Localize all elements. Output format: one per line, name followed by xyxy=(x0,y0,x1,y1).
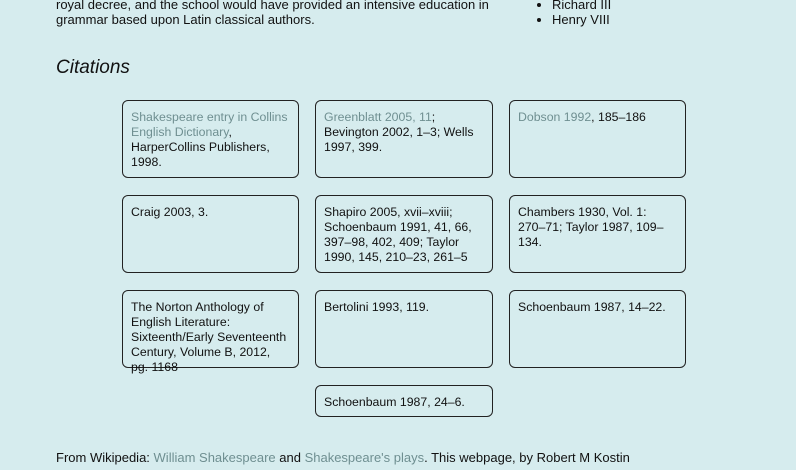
citation-text: The Norton Anthology of English Literatu… xyxy=(131,300,287,374)
citation-card: Schoenbaum 1987, 14–22. xyxy=(509,290,686,368)
citation-card: Dobson 1992, 185–186 xyxy=(509,100,686,178)
citation-card: Bertolini 1993, 119. xyxy=(315,290,493,368)
list-item: Henry VIII xyxy=(552,12,611,27)
citation-text: ; Bevington 2002, 1–3; Wells 1997, 399. xyxy=(324,110,474,154)
citation-link[interactable]: Shakespeare entry in Collins English Dic… xyxy=(131,110,288,139)
footer-attribution: From Wikipedia: William Shakespeare and … xyxy=(56,450,630,465)
citation-card: Chambers 1930, Vol. 1: 270–71; Taylor 19… xyxy=(509,195,686,273)
citation-card: Craig 2003, 3. xyxy=(122,195,299,273)
citations-heading: Citations xyxy=(56,57,130,78)
shakespeares-plays-link[interactable]: Shakespeare's plays xyxy=(304,450,425,465)
citation-text: Schoenbaum 1987, 24–6. xyxy=(324,395,465,409)
citation-card: Shapiro 2005, xvii–xviii; Schoenbaum 199… xyxy=(315,195,493,273)
citation-text: , 185–186 xyxy=(591,110,646,124)
citation-card: Schoenbaum 1987, 24–6. xyxy=(315,385,493,417)
citation-text: Craig 2003, 3. xyxy=(131,205,209,219)
citation-link[interactable]: Greenblatt 2005, 11 xyxy=(324,110,432,124)
citation-text: , HarperCollins Publishers, 1998. xyxy=(131,125,270,169)
footer-suffix: . This webpage, by Robert M Kostin xyxy=(424,450,630,465)
intro-line-2: grammar based upon Latin classical autho… xyxy=(56,12,315,27)
citations-grid: Shakespeare entry in Collins English Dic… xyxy=(122,100,686,417)
king-list: Richard III Henry VIII xyxy=(534,0,611,27)
list-item: Richard III xyxy=(552,0,611,12)
citation-card: The Norton Anthology of English Literatu… xyxy=(122,290,299,374)
william-shakespeare-link[interactable]: William Shakespeare xyxy=(153,450,276,465)
citation-text: Bertolini 1993, 119. xyxy=(324,300,430,314)
citation-card: Greenblatt 2005, 11; Bevington 2002, 1–3… xyxy=(315,100,493,178)
citation-link[interactable]: Dobson 1992 xyxy=(518,110,592,124)
citation-text: Shapiro 2005, xvii–xviii; Schoenbaum 199… xyxy=(324,205,472,264)
citation-card: Shakespeare entry in Collins English Dic… xyxy=(122,100,299,178)
footer-middle: and xyxy=(275,450,305,465)
citation-text: Schoenbaum 1987, 14–22. xyxy=(518,300,666,314)
footer-prefix: From Wikipedia: xyxy=(56,450,154,465)
intro-line-1: royal decree, and the school would have … xyxy=(56,0,489,12)
intro-paragraph: royal decree, and the school would have … xyxy=(56,0,496,27)
citation-text: Chambers 1930, Vol. 1: 270–71; Taylor 19… xyxy=(518,205,664,249)
